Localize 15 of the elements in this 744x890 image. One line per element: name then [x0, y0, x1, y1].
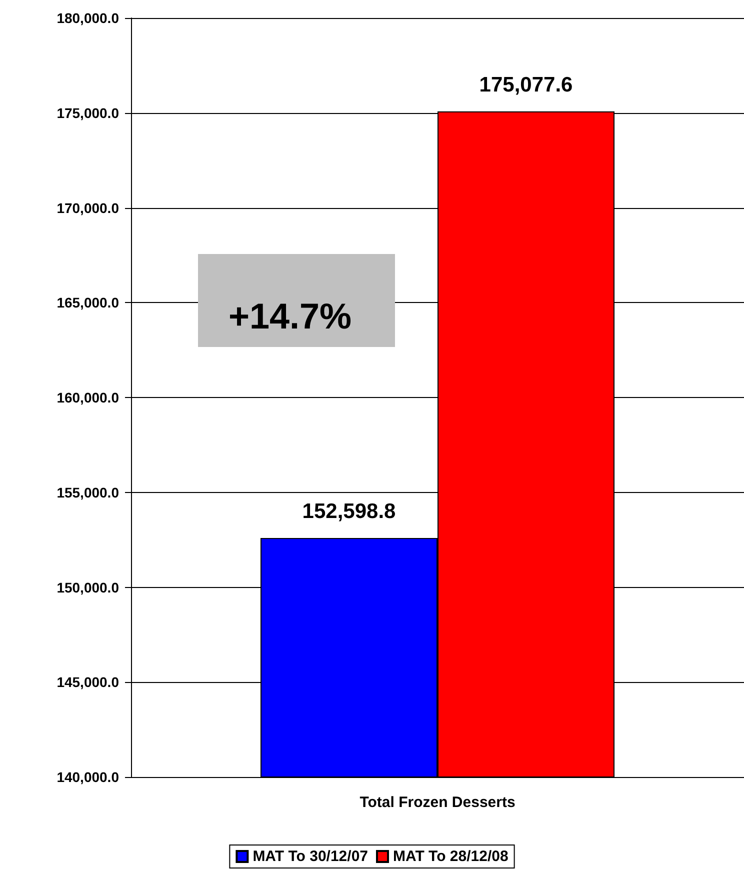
legend-label: MAT To 30/12/07 — [252, 848, 368, 865]
y-tick-label: 165,000.0 — [56, 294, 120, 311]
y-tick-label: 150,000.0 — [56, 579, 120, 596]
y-tick-label: 140,000.0 — [56, 769, 120, 785]
y-tick-label: 170,000.0 — [56, 200, 120, 216]
y-tick-label: 145,000.0 — [56, 674, 120, 690]
data-label: 175,077.6 — [479, 73, 573, 96]
y-tick-label: 160,000.0 — [56, 390, 120, 406]
y-tick-label: 175,000.0 — [56, 104, 120, 121]
data-label: 152,598.8 — [302, 500, 396, 523]
x-tick-label: Total Frozen Desserts — [360, 794, 516, 811]
y-tick-label: 155,000.0 — [56, 484, 120, 500]
annotation: +14.7% — [228, 296, 352, 336]
y-tick-label: 180,000.0 — [56, 10, 120, 26]
legend-label: MAT To 28/12/08 — [393, 848, 508, 865]
